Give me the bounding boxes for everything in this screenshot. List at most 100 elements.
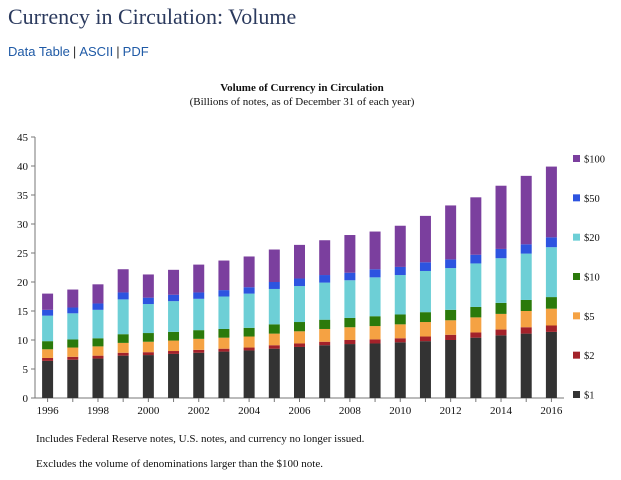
bar-segment [319,282,331,320]
bar-segment [294,346,305,398]
bar-segment [419,341,431,398]
bar-segment [142,274,154,298]
bar-segment [369,231,381,270]
legend-swatch [573,273,580,280]
bar-segment [168,294,180,302]
bar-segment [268,324,280,334]
bar-segment [419,322,431,337]
bar-segment [168,340,180,352]
bar-segment [445,340,457,398]
bar-segment [394,338,406,343]
bar-segment [545,297,557,309]
bar-segment [520,244,532,254]
bar-segment [495,313,507,330]
bar-segment [142,352,154,356]
bar-segment [344,344,356,398]
y-tick-label: 5 [23,364,29,376]
bar-segment [445,320,457,335]
bar-segment [218,260,230,291]
bar-segment [92,309,104,339]
bar-segment [495,329,507,336]
bar-segment [470,317,482,333]
ascii-link[interactable]: ASCII [79,44,114,59]
bar-segment [294,331,305,344]
bar-segment [419,336,431,342]
y-tick-label: 25 [17,248,29,260]
bar-segment [470,254,482,264]
bar-segment [369,326,381,340]
bar-segment [268,333,280,346]
bar-segment [42,315,54,342]
legend-swatch [573,194,580,202]
bar-segment [218,351,230,398]
bar-segment [470,263,482,307]
bar-segment [545,325,557,332]
bar-segment [369,339,381,344]
x-tick-label: 2016 [540,405,563,417]
bar-segment [243,336,255,348]
bar-segment [445,259,457,269]
bar-segment [394,266,406,276]
bar-segment [92,338,104,347]
bar-segment [168,353,180,398]
bar-segment [419,312,431,323]
legend-swatch [573,155,580,162]
bar-segment [168,269,180,295]
bar-segment [142,297,154,305]
legend-label: $50 [584,194,600,205]
bar-segment [545,237,557,248]
bar-segment [495,248,507,259]
bar-segment [243,350,255,398]
bar-segment [369,316,381,327]
bar-segment [470,197,482,255]
bar-segment [294,278,305,287]
pdf-link[interactable]: PDF [122,44,149,59]
bar-segment [42,341,54,350]
bar-segment [193,292,205,299]
download-links: Data Table | ASCII | PDF [8,44,149,59]
bar-segment [193,349,205,353]
bar-segment [268,249,280,282]
bar-segment [294,343,305,347]
bar-segment [92,346,104,356]
bar-segment [243,347,255,351]
chart-title: Volume of Currency in Circulation [220,82,384,94]
bar-segment [394,314,406,325]
bar-segment [394,342,406,398]
x-tick-label: 2000 [137,405,160,417]
bar-segment [470,337,482,398]
bar-segment [243,327,255,337]
bar-segment [470,332,482,338]
bar-segment [470,306,482,318]
y-tick-label: 45 [17,132,29,144]
bar-segment [319,341,331,346]
bar-segment [117,269,129,293]
plot-area: 0 5 10 15 20 25 30 35 40 45 1996 1998 2000 2002 2004 20… [17,132,564,417]
bar-segment [495,335,507,398]
bar-segment [92,303,104,310]
page-title: Currency in Circulation: Volume [8,4,297,29]
bar-segment [495,185,507,249]
data-table-link[interactable]: Data Table [8,44,70,59]
bar-segment [369,277,381,317]
y-tick-label: 35 [17,190,29,202]
bar-segment [142,341,154,353]
bar-segment [520,253,532,300]
bar-segment [168,351,180,354]
bar-segment [344,235,356,273]
bar-segment [520,299,532,311]
bar-segment [268,288,280,325]
bar-segment [344,327,356,340]
bar-segment [419,215,431,263]
y-tick-label: 30 [17,219,29,231]
bar-segment [495,258,507,303]
bar-segment [117,299,129,335]
legend-label: $5 [584,312,595,323]
legend: $100 $50 $20 $10 $5 $2 $1 [573,155,605,402]
bar-segment [243,287,255,294]
x-tick-label: 2006 [289,405,312,417]
bar-segment [394,324,406,339]
bar-segment [319,328,331,342]
bar-segment [243,293,255,328]
bar-segment [419,262,431,271]
